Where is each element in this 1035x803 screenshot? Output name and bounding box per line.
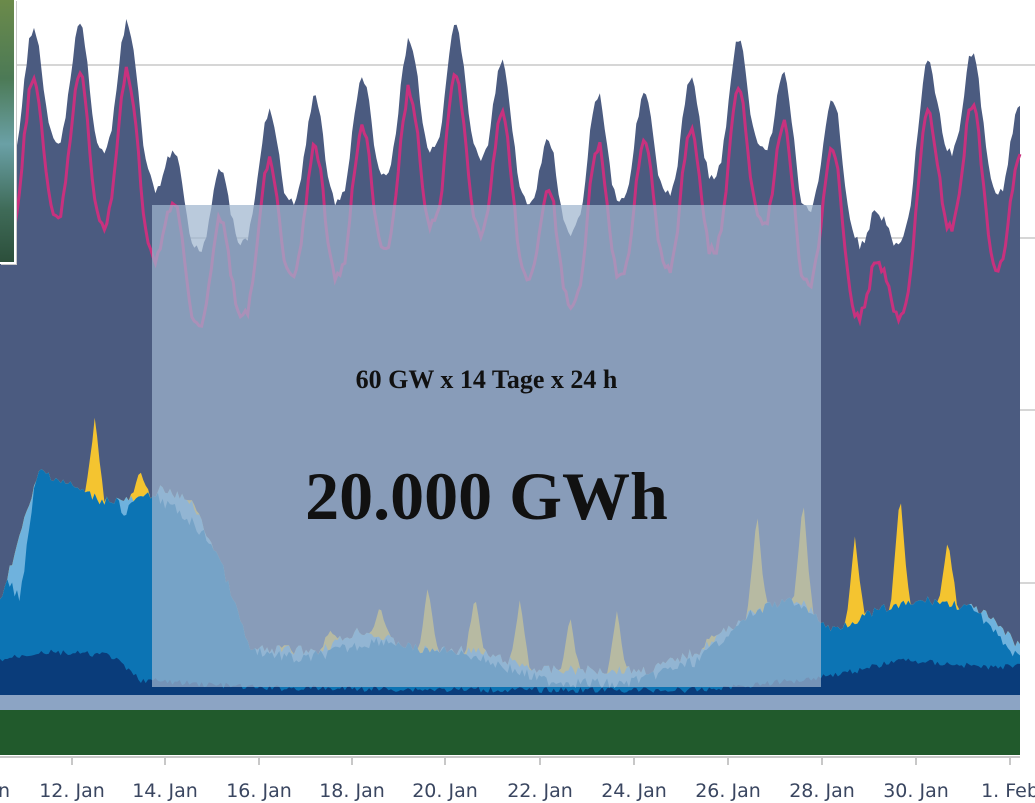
x-tick-label: 30. Jan [883,780,949,802]
x-tick-label: 14. Jan [132,780,198,802]
overlay-formula: 60 GW x 14 Tage x 24 h [355,365,618,394]
base-load-band [0,710,1020,755]
overlay-result: 20.000 GWh [305,458,668,534]
x-tick-label: 26. Jan [695,780,761,802]
x-axis: n 12. Jan 14. Jan 16. Jan 18. Jan 20. Jan 22. … [0,756,1035,802]
page-title: 2.000 Mrd. € [412,0,597,8]
x-tick-label: 24. Jan [601,780,667,802]
x-tick-label: 28. Jan [789,780,855,802]
x-tick-label: 18. Jan [319,780,385,802]
x-tick-label: 1. Feb [981,780,1035,802]
x-tick-label-partial: n [0,780,10,802]
x-tick-label: 16. Jan [226,780,292,802]
overlay-box: 60 GW x 14 Tage x 24 h 20.000 GWh [152,205,821,687]
x-tick-label: 20. Jan [412,780,478,802]
x-tick-label: 12. Jan [39,780,105,802]
biomass-band [0,695,1020,710]
photo-thumbnail [0,0,16,264]
x-tick-label: 22. Jan [507,780,573,802]
